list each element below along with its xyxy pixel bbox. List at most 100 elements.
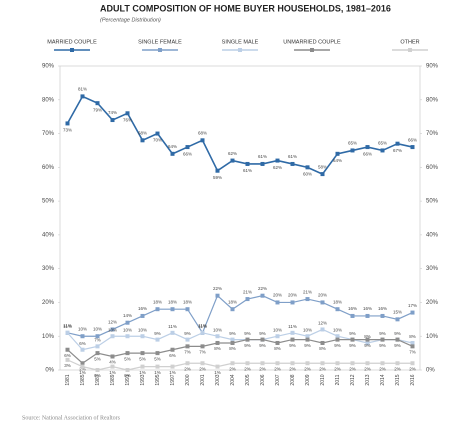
data-label: 10% bbox=[78, 326, 87, 331]
data-label: 7% bbox=[199, 350, 206, 355]
point bbox=[320, 361, 325, 366]
point bbox=[185, 344, 190, 349]
data-label: 21% bbox=[243, 289, 252, 294]
point bbox=[245, 337, 250, 342]
point bbox=[170, 364, 175, 369]
point bbox=[95, 351, 100, 356]
legend-label: SINGLE FEMALE bbox=[138, 39, 182, 45]
data-label: 62% bbox=[273, 165, 282, 170]
point bbox=[110, 354, 115, 359]
data-label: 16% bbox=[138, 306, 147, 311]
data-label: 22% bbox=[213, 286, 222, 291]
data-label: 20% bbox=[273, 293, 282, 298]
data-label: 10% bbox=[123, 327, 132, 332]
data-label: 9% bbox=[334, 343, 341, 348]
data-label: 2% bbox=[349, 366, 356, 371]
point bbox=[245, 297, 250, 302]
point bbox=[410, 361, 415, 366]
data-label: 70% bbox=[153, 138, 162, 143]
point bbox=[230, 307, 235, 312]
point bbox=[110, 118, 115, 123]
data-label: 11% bbox=[63, 323, 72, 328]
point bbox=[110, 327, 115, 332]
data-label: 1% bbox=[79, 370, 86, 375]
data-label: 2% bbox=[229, 366, 236, 371]
data-label: 9% bbox=[289, 343, 296, 348]
data-label: 0% bbox=[124, 373, 131, 378]
point bbox=[110, 334, 115, 339]
data-label: 5% bbox=[94, 356, 101, 361]
point bbox=[305, 297, 310, 302]
data-label: 10% bbox=[138, 327, 147, 332]
x-tick-label: 2009 bbox=[305, 374, 311, 385]
data-label: 2% bbox=[289, 366, 296, 371]
x-tick-label: 2011 bbox=[335, 374, 341, 385]
y-tick-label: 10% bbox=[42, 334, 55, 340]
data-label: 61% bbox=[243, 168, 252, 173]
data-label: 2% bbox=[379, 366, 386, 371]
x-tick-label: 2008 bbox=[290, 374, 296, 385]
point bbox=[80, 364, 85, 369]
x-tick-label: 2014 bbox=[380, 374, 386, 385]
point bbox=[155, 131, 160, 136]
data-label: 8% bbox=[409, 334, 416, 339]
data-label: 1% bbox=[139, 370, 146, 375]
x-tick-label: 2004 bbox=[230, 374, 236, 385]
series-line bbox=[66, 95, 413, 176]
point bbox=[350, 313, 355, 318]
point bbox=[335, 307, 340, 312]
data-label: 2% bbox=[79, 366, 86, 371]
x-tick-label: 1987 bbox=[95, 374, 101, 385]
chart-subtitle: (Percentage Distribution) bbox=[100, 17, 161, 23]
point bbox=[320, 327, 325, 332]
data-label: 9% bbox=[379, 343, 386, 348]
data-label: 11% bbox=[198, 323, 207, 328]
point bbox=[140, 364, 145, 369]
data-label: 9% bbox=[394, 331, 401, 336]
data-label: 9% bbox=[154, 331, 161, 336]
data-label: 61% bbox=[288, 154, 297, 159]
data-label: 10% bbox=[303, 327, 312, 332]
data-label: 11% bbox=[198, 324, 207, 329]
point bbox=[95, 344, 100, 349]
data-label: 9% bbox=[184, 331, 191, 336]
point bbox=[320, 300, 325, 305]
point bbox=[200, 330, 205, 335]
data-label: 16% bbox=[363, 306, 372, 311]
y-tick-label: 80% bbox=[42, 97, 55, 103]
series-line bbox=[67, 359, 413, 371]
data-label: 18% bbox=[153, 299, 162, 304]
data-label: 16% bbox=[378, 306, 387, 311]
legend-label: OTHER bbox=[400, 39, 419, 45]
point bbox=[290, 337, 295, 342]
data-label: 17% bbox=[408, 303, 417, 308]
x-tick-label: 2013 bbox=[365, 374, 371, 385]
y-tick-label: 60% bbox=[42, 165, 55, 171]
point bbox=[80, 361, 85, 366]
data-label: 4% bbox=[109, 360, 116, 365]
data-label: 12% bbox=[108, 320, 117, 325]
data-label: 2% bbox=[274, 366, 281, 371]
x-tick-label: 2003 bbox=[215, 374, 221, 385]
data-label: 2% bbox=[199, 366, 206, 371]
legend-marker bbox=[310, 48, 314, 52]
y2-tick-label: 10% bbox=[426, 334, 439, 340]
point bbox=[65, 347, 70, 352]
point bbox=[335, 334, 340, 339]
data-label: 15% bbox=[393, 310, 402, 315]
point bbox=[305, 165, 310, 170]
data-label: 66% bbox=[408, 137, 417, 142]
y2-tick-label: 80% bbox=[426, 97, 439, 103]
legend-marker bbox=[70, 48, 74, 52]
y2-tick-label: 0% bbox=[426, 368, 435, 374]
point bbox=[230, 158, 235, 163]
data-label: 2% bbox=[409, 366, 416, 371]
data-label: 5% bbox=[139, 356, 146, 361]
data-label: 9% bbox=[349, 343, 356, 348]
data-label: 3% bbox=[64, 363, 71, 368]
data-label: 5% bbox=[124, 356, 131, 361]
data-label: 8% bbox=[274, 346, 281, 351]
data-label: 8% bbox=[229, 346, 236, 351]
point bbox=[290, 361, 295, 366]
x-tick-label: 1989 bbox=[110, 374, 116, 385]
